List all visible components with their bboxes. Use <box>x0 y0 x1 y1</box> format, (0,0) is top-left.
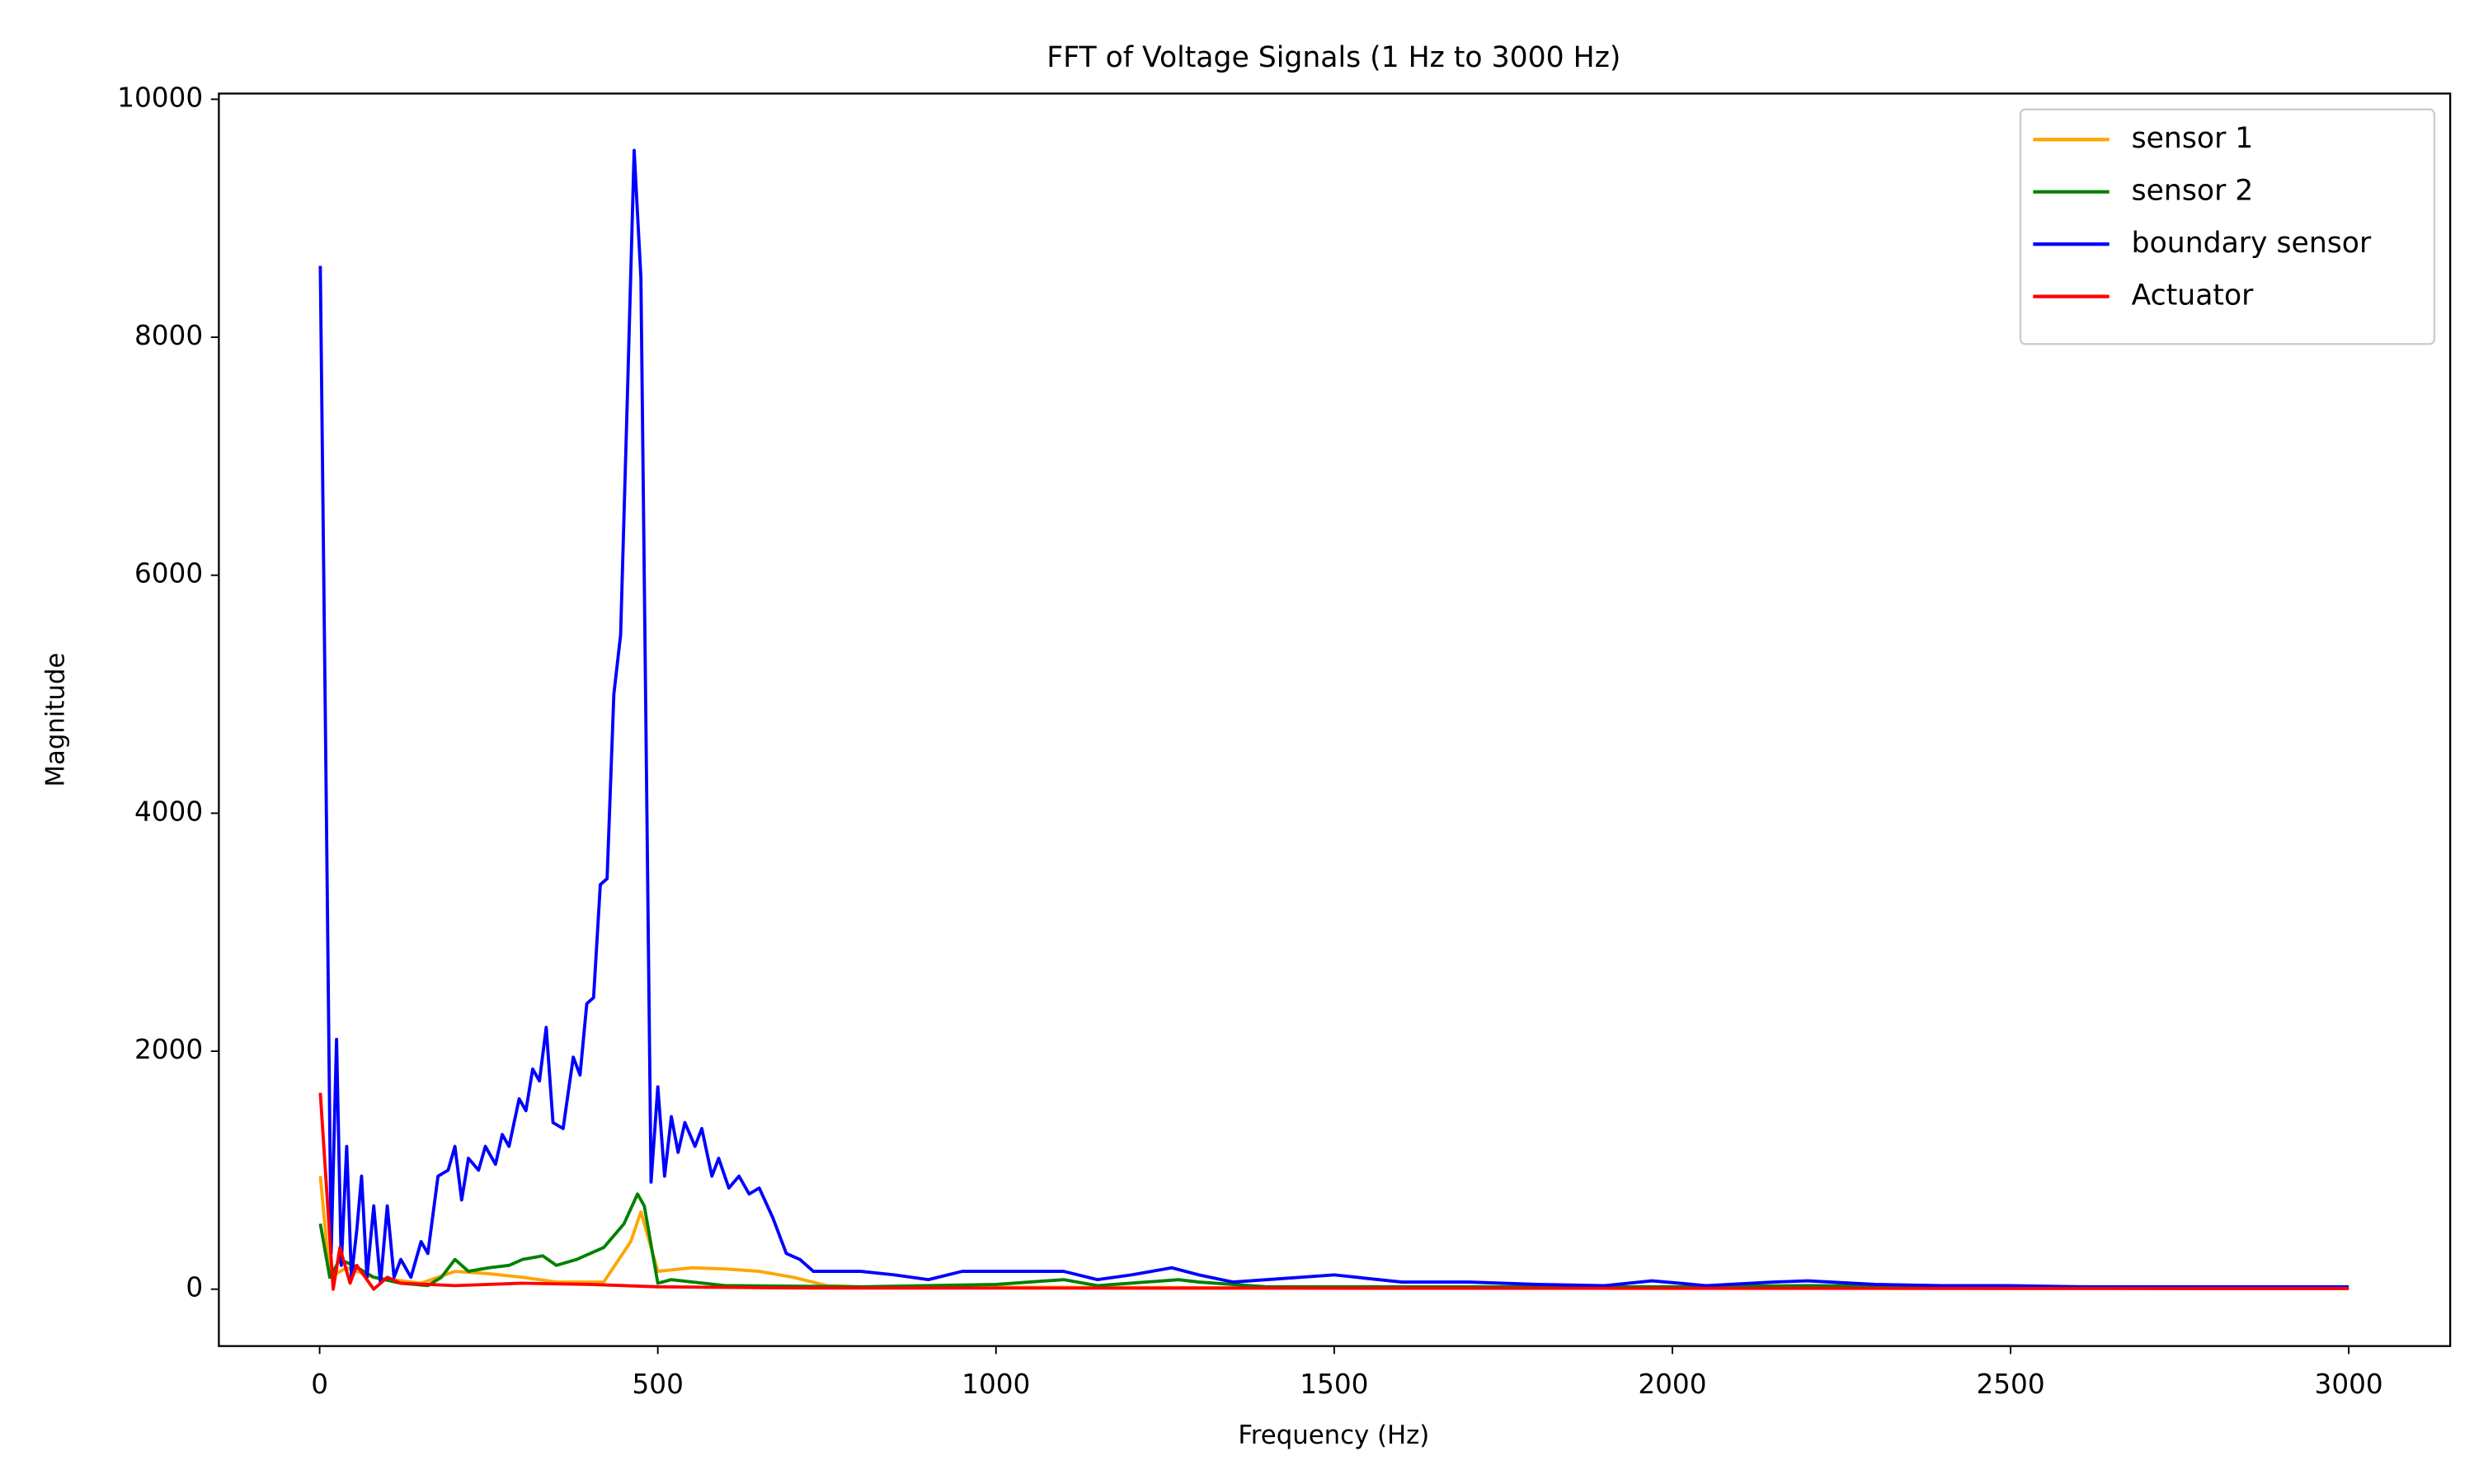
x-tick-label: 500 <box>632 1369 683 1400</box>
x-tick-label: 0 <box>311 1369 328 1400</box>
y-axis-label: Magnitude <box>41 653 71 787</box>
y-tick-label: 2000 <box>134 1034 203 1065</box>
y-tick-label: 4000 <box>134 796 203 827</box>
series-line <box>318 148 2349 1289</box>
y-tick-label: 0 <box>186 1272 203 1303</box>
y-tick-label: 8000 <box>134 320 203 351</box>
legend-label: Actuator <box>2132 279 2255 312</box>
series-line <box>318 1176 2349 1290</box>
legend-label: boundary sensor <box>2132 227 2372 260</box>
x-tick-label: 2500 <box>1976 1369 2044 1400</box>
chart-title: FFT of Voltage Signals (1 Hz to 3000 Hz) <box>1047 41 1620 74</box>
x-tick-label: 2000 <box>1638 1369 1706 1400</box>
y-tick-label: 10000 <box>117 82 203 113</box>
series-line <box>318 1092 2349 1291</box>
legend-label: sensor 2 <box>2132 175 2254 208</box>
plot-frame <box>218 92 2452 1347</box>
legend-box <box>2019 108 2436 345</box>
x-tick-label: 1500 <box>1300 1369 1368 1400</box>
y-tick-label: 6000 <box>134 558 203 589</box>
x-axis-label: Frequency (Hz) <box>1238 1421 1429 1450</box>
legend-label: sensor 1 <box>2132 122 2254 155</box>
x-tick-label: 1000 <box>962 1369 1030 1400</box>
x-tick-label: 3000 <box>2315 1369 2383 1400</box>
